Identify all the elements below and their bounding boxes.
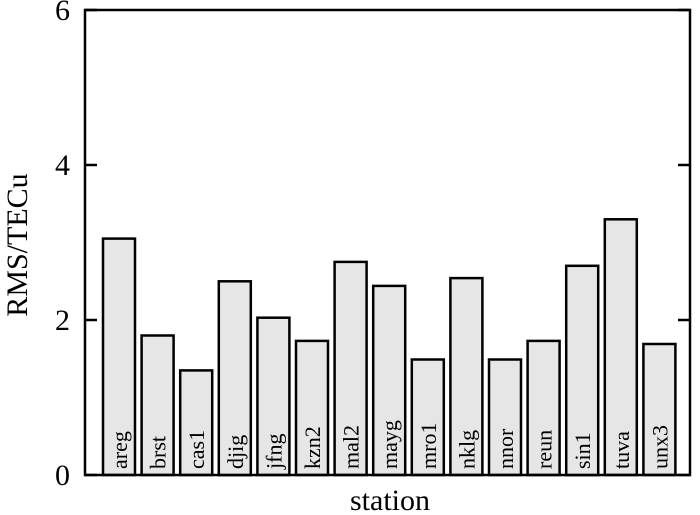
bar-label-cas1: cas1 — [184, 430, 209, 469]
y-axis-ticks: 0 2 4 6 — [55, 0, 690, 492]
bar-label-nklg: nklg — [454, 430, 479, 469]
bar-label-nnor: nnor — [493, 428, 518, 469]
plot-frame — [83, 8, 692, 477]
bar-kzn2 — [294, 339, 330, 477]
bar-nklg — [449, 276, 484, 477]
bar-reun — [526, 339, 561, 477]
bar-label-tuva: tuva — [609, 431, 634, 469]
bar-nnor — [487, 358, 523, 477]
bar-label-areg: areg — [107, 431, 132, 469]
y-axis-title: RMS/TECu — [1, 173, 34, 316]
bar-label-brst: brst — [146, 436, 171, 469]
bar-label-mal2: mal2 — [339, 425, 364, 469]
bar-tuva — [603, 218, 639, 477]
bar-labels-group: areg brst cas1 djig jfng kzn2 mal2 mayg mro1 nklg… — [107, 420, 672, 470]
y-tick-label-4: 4 — [55, 149, 70, 182]
bar-label-reun: reun — [532, 430, 557, 469]
bar-label-mayg: mayg — [377, 420, 402, 469]
bar-label-unx3: unx3 — [647, 425, 672, 469]
y-tick-label-6: 6 — [55, 0, 70, 27]
bar-label-djig: djig — [223, 435, 248, 469]
bar-label-kzn2: kzn2 — [300, 426, 325, 469]
x-axis-title: station — [350, 484, 430, 515]
bar-mayg — [371, 284, 407, 477]
y-tick-label-0: 0 — [55, 459, 70, 492]
bar-djig — [217, 280, 253, 477]
bars-group — [101, 218, 677, 477]
bar-label-sin1: sin1 — [570, 432, 595, 469]
bar-label-jfng: jfng — [261, 434, 286, 470]
bar-label-mro1: mro1 — [416, 423, 441, 469]
y-tick-label-2: 2 — [55, 304, 70, 337]
